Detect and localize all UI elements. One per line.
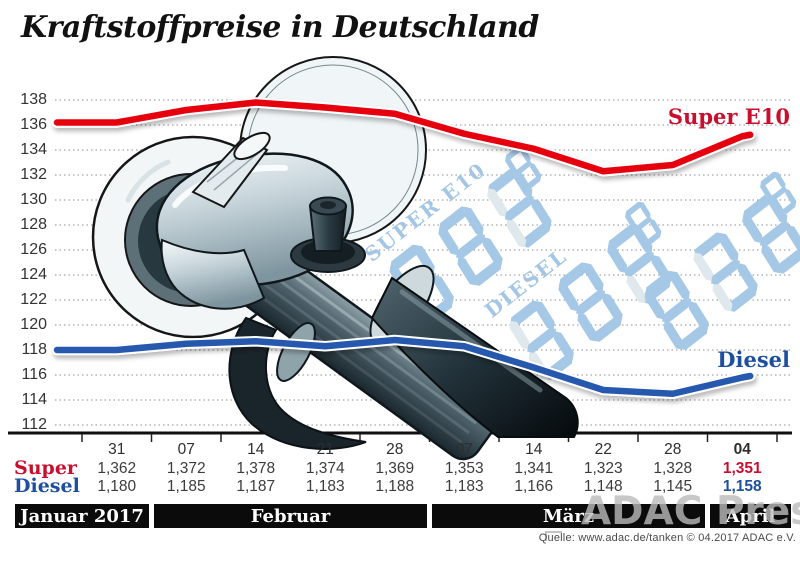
super-e10-line-label: Super E10 [667,104,790,129]
super-price-cell: 1,374 [305,460,345,477]
date-cell: 04 [733,441,751,458]
y-axis-label: 134 [20,141,47,158]
table-row-label-super: Super [14,457,77,479]
date-cell: 14 [525,441,543,458]
vent-knob [290,196,366,273]
diesel-price-cell: 1,145 [653,478,693,495]
super-price-cell: 1,369 [375,460,415,477]
y-axis-label: 124 [20,266,47,283]
line-super-e10 [51,97,756,177]
fuel-nozzle-illustration [91,56,579,461]
date-cell: 14 [247,441,265,458]
super-price-cell: 1,341 [514,460,554,477]
y-axis-label: 116 [21,366,47,383]
month-bar-februar: Februar [154,504,427,528]
y-axis-label: 120 [20,316,47,333]
y-axis-label: 138 [20,91,47,108]
diesel-price-cell: 1,166 [514,478,554,495]
diesel-price-cell: 1,185 [166,478,206,495]
diesel-price-cell: 1,183 [305,478,345,495]
diesel-line-label: Diesel [717,347,790,372]
diesel-price-cell: 1,183 [444,478,484,495]
nozzle-spout [369,264,579,438]
y-axis-label: 114 [21,391,47,408]
diesel-price-cell: 1,158 [722,478,762,495]
super-price-cell: 1,372 [166,460,206,477]
month-bar-januar-2017: Januar 2017 [15,504,149,528]
date-cell: 31 [108,441,126,458]
y-axis-label: 126 [20,241,47,258]
y-axis-label: 130 [20,191,47,208]
date-cell: 22 [594,441,612,458]
date-cell: 28 [664,441,682,458]
price-lines [51,97,756,399]
y-axis-label: 128 [20,216,47,233]
diesel-price-cell: 1,188 [375,478,415,495]
super-price-cell: 1,353 [444,460,484,477]
date-cell: 07 [455,441,473,458]
diesel-price-cell: 1,180 [97,478,137,495]
y-axis-label: 132 [20,166,47,183]
diesel-price-cell: 1,148 [583,478,623,495]
date-cell: 28 [386,441,404,458]
page-title: Kraftstoffpreise in Deutschland [21,10,539,45]
y-axis-label: 136 [20,116,47,133]
month-bar-april: April [710,504,791,528]
nozzle-lever [191,131,271,209]
super-price-cell: 1,323 [583,460,623,477]
lcd-cluster [644,171,800,351]
super-price-cell: 1,351 [722,460,762,477]
diesel-price-cell: 1,187 [236,478,276,495]
y-axis-label: 112 [21,416,47,433]
watermark-bracket-icon [545,531,562,541]
super-price-cell: 1,378 [236,460,276,477]
date-cell: 21 [316,441,334,458]
super-price-cell: 1,362 [97,460,137,477]
y-axis-label: 118 [21,341,47,358]
month-bar-märz: März [432,504,705,528]
date-cell: 07 [177,441,195,458]
press-watermark: ADAC Presse [581,489,800,534]
trigger-guard [228,316,367,450]
line-diesel [51,334,756,399]
y-axis-label: 122 [20,291,47,308]
source-note: Quelle: www.adac.de/tanken © 04.2017 ADA… [538,532,796,544]
table-row-label-diesel: Diesel [14,475,80,497]
super-price-cell: 1,328 [653,460,693,477]
